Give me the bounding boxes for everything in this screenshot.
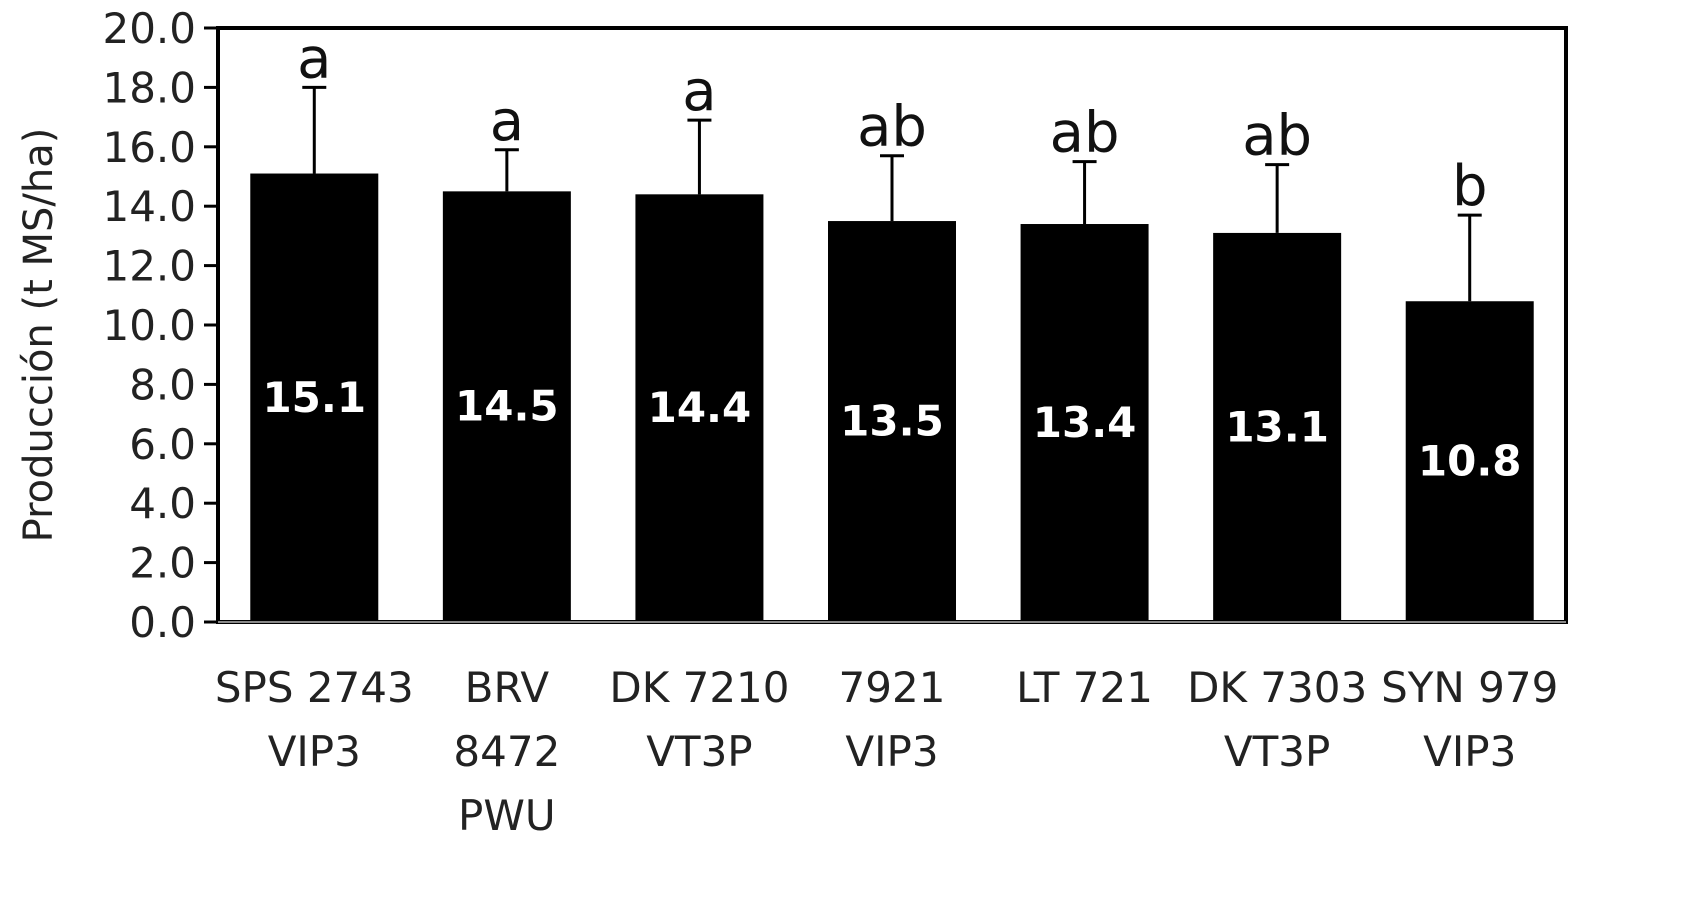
significance-letter: ab: [1242, 104, 1312, 169]
significance-letters: a a a ab ab ab b: [297, 26, 1487, 219]
significance-letter: a: [490, 89, 524, 154]
bar: [1213, 232, 1342, 622]
bar: [442, 191, 571, 622]
y-tick-label: 20.0: [102, 4, 196, 53]
bar-value-label: 15.1: [262, 373, 366, 422]
y-tick-label: 4.0: [129, 479, 196, 528]
significance-letter: ab: [1050, 101, 1120, 166]
significance-letter: a: [682, 59, 716, 124]
bar: [1405, 301, 1534, 622]
bar: [1020, 224, 1149, 622]
bar: [250, 173, 379, 622]
value-labels: 15.1 14.5 14.4 13.5 13.4 13.1 10.8: [262, 373, 1521, 486]
bar-value-label: 13.4: [1033, 398, 1137, 447]
bar: [635, 194, 764, 622]
x-axis-category-labels: SPS 2743 VIP3 BRV 8472 PWU DK 7210 VT3P 7921 VIP…: [215, 663, 1558, 840]
x-category-label: BRV: [465, 663, 550, 712]
y-tick-label: 18.0: [102, 63, 196, 112]
bar: [828, 221, 956, 623]
y-tick-label: 6.0: [129, 420, 196, 469]
y-tick-label: 0.0: [129, 598, 196, 647]
y-axis-ticks: 0.0 2.0 4.0 6.0 8.0 10.0 12.0 14.0 16.0 18.0 20.0: [102, 4, 218, 647]
x-category-label: VIP3: [1423, 727, 1516, 776]
y-tick-label: 8.0: [129, 360, 196, 409]
x-category-label: PWU: [458, 791, 556, 840]
y-tick-label: 14.0: [102, 182, 196, 231]
x-category-label: VT3P: [646, 727, 752, 776]
significance-letter: b: [1452, 154, 1488, 219]
x-category-label: LT 721: [1016, 663, 1153, 712]
bars: [250, 173, 1534, 623]
y-tick-label: 12.0: [102, 242, 196, 291]
x-category-label: DK 7303: [1187, 663, 1367, 712]
bar-value-label: 14.5: [455, 382, 559, 431]
x-category-label: VT3P: [1224, 727, 1330, 776]
x-category-label: SPS 2743: [215, 663, 414, 712]
x-category-label: VIP3: [268, 727, 361, 776]
x-category-label: VIP3: [845, 727, 938, 776]
y-tick-label: 16.0: [102, 123, 196, 172]
significance-letter: ab: [857, 95, 927, 160]
x-category-label: 8472: [453, 727, 560, 776]
y-axis-title: Producción (t MS/ha): [16, 128, 62, 543]
bar-value-label: 13.5: [840, 397, 944, 446]
x-category-label: SYN 979: [1381, 663, 1558, 712]
significance-letter: a: [297, 26, 331, 91]
y-tick-label: 2.0: [129, 539, 196, 588]
x-category-label: 7921: [839, 663, 946, 712]
bar-value-label: 10.8: [1418, 437, 1522, 486]
bar-value-label: 13.1: [1225, 402, 1329, 451]
bar-value-label: 14.4: [648, 383, 752, 432]
error-bars: [302, 85, 1482, 302]
y-tick-label: 10.0: [102, 301, 196, 350]
x-category-label: DK 7210: [609, 663, 789, 712]
